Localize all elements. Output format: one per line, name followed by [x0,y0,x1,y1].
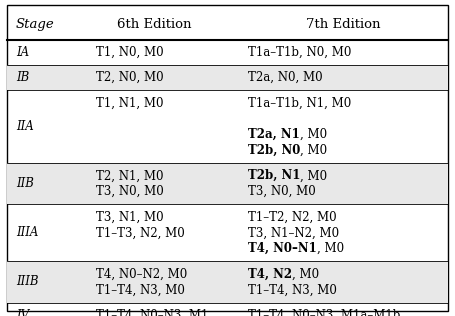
Text: T2a, N1: T2a, N1 [248,128,300,141]
Text: T2, N1, M0: T2, N1, M0 [96,169,163,182]
Text: , M0: , M0 [317,242,344,255]
Text: IV: IV [16,309,29,316]
Text: , M0: , M0 [300,128,327,141]
Text: T4, N2: T4, N2 [248,268,292,281]
Text: IIIB: IIIB [16,276,38,289]
Text: T1–T2, N2, M0: T1–T2, N2, M0 [248,210,337,223]
Text: IIIA: IIIA [16,226,38,239]
Text: T2a, N0, M0: T2a, N0, M0 [248,71,323,84]
Text: T3, N0, M0: T3, N0, M0 [248,185,316,198]
Text: 6th Edition: 6th Edition [117,18,192,31]
Text: T1–T4, N0–N3, M1: T1–T4, N0–N3, M1 [96,309,208,316]
Bar [7,261,448,302]
Text: T3, N1, M0: T3, N1, M0 [96,210,163,223]
Text: T1a–T1b, N0, M0: T1a–T1b, N0, M0 [248,46,351,59]
Text: T3, N1–N2, M0: T3, N1–N2, M0 [248,226,339,239]
Text: IA: IA [16,46,29,59]
Text: T2, N0, M0: T2, N0, M0 [96,71,163,84]
Text: Stage: Stage [16,18,55,31]
Text: , M0: , M0 [292,268,319,281]
Text: T2b, N0: T2b, N0 [248,144,300,157]
Text: IB: IB [16,71,29,84]
Text: IIB: IIB [16,177,34,190]
Bar [7,65,448,90]
Text: IIA: IIA [16,120,34,133]
Text: T1–T4, N0–N3, M1a–M1b: T1–T4, N0–N3, M1a–M1b [248,309,400,316]
Text: T4, N0–N2, M0: T4, N0–N2, M0 [96,268,187,281]
Bar [7,163,448,204]
Text: T1–T3, N2, M0: T1–T3, N2, M0 [96,226,184,239]
Text: T1–T4, N3, M0: T1–T4, N3, M0 [96,283,184,296]
Text: T3, N0, M0: T3, N0, M0 [96,185,163,198]
Text: , M0: , M0 [300,144,328,157]
Text: T1–T4, N3, M0: T1–T4, N3, M0 [248,283,337,296]
Text: T1, N0, M0: T1, N0, M0 [96,46,163,59]
Text: T2b, N1: T2b, N1 [248,169,300,182]
Text: T4, N0–N1: T4, N0–N1 [248,242,317,255]
Text: , M0: , M0 [300,169,328,182]
Text: T1a–T1b, N1, M0: T1a–T1b, N1, M0 [248,96,351,109]
Text: 7th Edition: 7th Edition [306,18,381,31]
Text: T1, N1, M0: T1, N1, M0 [96,96,163,109]
